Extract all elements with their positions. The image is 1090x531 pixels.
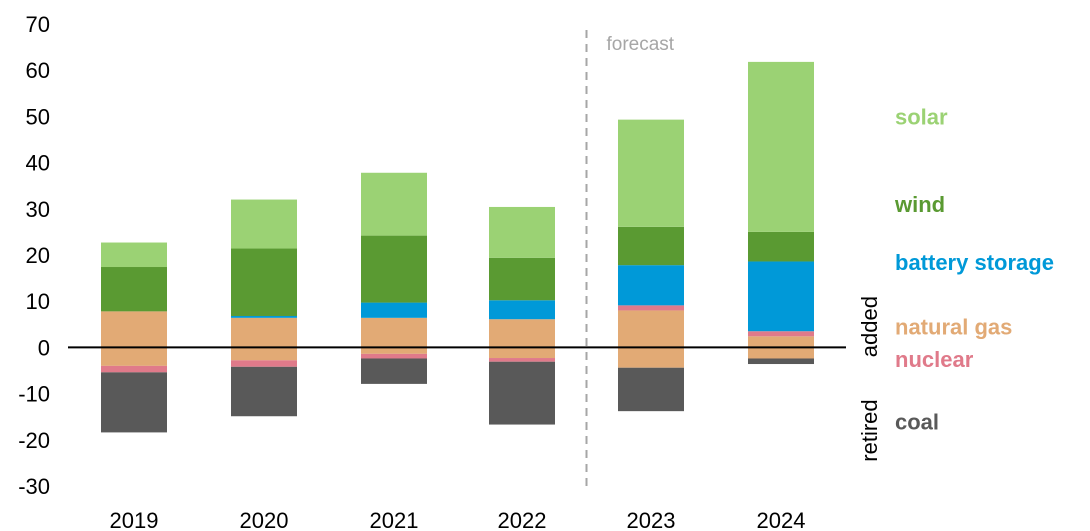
bar-segment-added-natural-gas bbox=[748, 336, 814, 348]
bar-segment-added-battery-storage bbox=[231, 315, 297, 318]
y-tick-label: 40 bbox=[26, 151, 50, 176]
bar-segment-retired-natural-gas bbox=[361, 347, 427, 354]
bar-segment-added-natural-gas bbox=[101, 311, 167, 348]
bar-segment-added-wind bbox=[101, 267, 167, 312]
bar-segment-retired-nuclear bbox=[101, 365, 167, 373]
bar-segment-retired-nuclear bbox=[361, 353, 427, 359]
y-tick-label: -30 bbox=[18, 474, 50, 499]
y-tick-label: 10 bbox=[26, 289, 50, 314]
bar-segment-added-solar bbox=[101, 242, 167, 268]
bar-segment-added-solar bbox=[748, 61, 814, 232]
bar-segment-retired-coal bbox=[489, 361, 555, 425]
bar-segment-retired-natural-gas bbox=[618, 347, 684, 368]
bar-segment-retired-coal bbox=[361, 358, 427, 384]
bar-segment-added-wind bbox=[618, 226, 684, 266]
bar-segment-added-natural-gas bbox=[231, 317, 297, 348]
bar-stacks bbox=[101, 61, 814, 433]
bar-segment-retired-coal bbox=[748, 358, 814, 365]
y-tick-label: 30 bbox=[26, 197, 50, 222]
y-tick-label: -20 bbox=[18, 428, 50, 453]
bar-segment-added-wind bbox=[489, 257, 555, 301]
bar-segment-added-natural-gas bbox=[489, 319, 555, 348]
legend-label-coal: coal bbox=[895, 409, 939, 434]
legend-label-wind: wind bbox=[894, 192, 945, 217]
legend-label-natural-gas: natural gas bbox=[895, 315, 1012, 340]
legend: solar wind battery storage natural gas nucle… bbox=[894, 104, 1054, 434]
bar-segment-added-solar bbox=[618, 119, 684, 227]
bar-segment-retired-natural-gas bbox=[489, 347, 555, 359]
bar-segment-retired-coal bbox=[101, 372, 167, 433]
x-tick-label: 2019 bbox=[110, 508, 159, 531]
legend-label-battery-storage: battery storage bbox=[895, 250, 1054, 275]
x-axis-tick-labels: 2019 2020 2021 2022 2023 2024 bbox=[110, 508, 806, 531]
bar-segment-retired-coal bbox=[618, 367, 684, 412]
bar-segment-added-solar bbox=[231, 199, 297, 249]
bar-segment-added-battery-storage bbox=[361, 302, 427, 318]
bar-segment-added-nuclear bbox=[748, 331, 814, 337]
bar-segment-retired-coal bbox=[231, 366, 297, 417]
bar-segment-added-battery-storage bbox=[489, 300, 555, 320]
x-tick-label: 2021 bbox=[370, 508, 419, 531]
x-tick-label: 2022 bbox=[498, 508, 547, 531]
bar-segment-retired-nuclear bbox=[231, 360, 297, 367]
y-tick-label: 50 bbox=[26, 104, 50, 129]
forecast-label: forecast bbox=[607, 34, 675, 55]
y-tick-label: 70 bbox=[26, 12, 50, 37]
y-tick-label: -10 bbox=[18, 382, 50, 407]
y-tick-label: 60 bbox=[26, 58, 50, 83]
bar-segment-retired-natural-gas bbox=[748, 347, 814, 359]
bar-segment-added-wind bbox=[231, 248, 297, 316]
bar-segment-added-battery-storage bbox=[618, 265, 684, 306]
legend-label-solar: solar bbox=[895, 104, 948, 129]
bar-segment-retired-natural-gas bbox=[101, 347, 167, 366]
x-tick-label: 2020 bbox=[240, 508, 289, 531]
bar-segment-added-wind bbox=[748, 231, 814, 262]
bar-segment-added-natural-gas bbox=[361, 317, 427, 348]
bar-segment-added-solar bbox=[361, 172, 427, 236]
bar-segment-added-solar bbox=[489, 206, 555, 258]
added-label: added bbox=[857, 296, 882, 357]
bar-segment-retired-natural-gas bbox=[231, 347, 297, 361]
bar-segment-retired-nuclear bbox=[489, 358, 555, 362]
y-tick-label: 0 bbox=[38, 335, 50, 360]
retired-label: retired bbox=[857, 399, 882, 461]
x-tick-label: 2023 bbox=[627, 508, 676, 531]
y-axis-tick-labels: 70 60 50 40 30 20 10 0 -10 -20 -30 bbox=[18, 12, 50, 499]
bar-segment-added-nuclear bbox=[618, 305, 684, 311]
x-tick-label: 2024 bbox=[757, 508, 806, 531]
y-tick-label: 20 bbox=[26, 243, 50, 268]
bar-segment-added-wind bbox=[361, 235, 427, 303]
bar-segment-added-battery-storage bbox=[748, 261, 814, 332]
legend-label-nuclear: nuclear bbox=[895, 347, 974, 372]
bar-segment-added-natural-gas bbox=[618, 310, 684, 348]
